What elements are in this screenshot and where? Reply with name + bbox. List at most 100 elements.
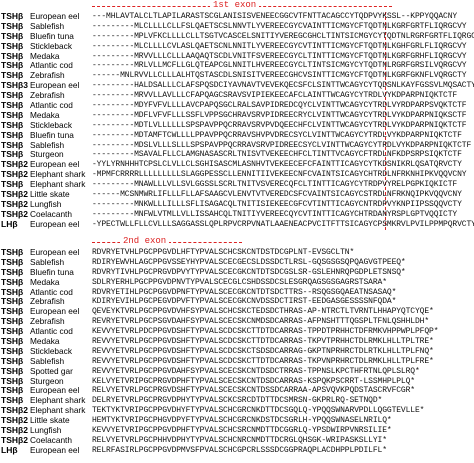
sequence: REVVYETVRLPGCPPGVDSHFTYPVALSCDCSKCTTDTDC… [92, 337, 434, 347]
alignment-row: TSHβ Sablefish REVVYETVRLPGCPPGVDSHFTYPVAL… [0, 355, 474, 367]
alignment-row: TSHβ Sablefish RDIRYEWVHLAGCPPGVSSEYHYPVAL… [0, 257, 474, 268]
gene-label: TSHβ2 [1, 159, 28, 170]
alignment-row: TSHβ Atlantic cod RDVRYETIHLPGCPGGVDPNFTYP… [0, 286, 474, 298]
gene-label: TSHβ2 [1, 425, 28, 436]
alignment-row: TSHβ European eel RDVRYETVHLPGCPPGVDLHFTYP… [0, 247, 474, 258]
gene-label: TSHβ2 [1, 169, 28, 180]
species-label: Elephant shark [30, 169, 86, 180]
gene-label: TSHβ [1, 345, 24, 356]
alignment-row: TSHβ Stickleback ---------MDTLVLLLLLLSPSPA… [0, 120, 474, 131]
sequence: RDIRYEWVHLAGCPPGVSSEYHYPVALSCECGECSLDSSD… [92, 257, 406, 267]
alignment-row: TSHβ Bluefin tuna ---------MPLVFKCLLLLCLLT… [0, 30, 474, 42]
species-label: Atlantic cod [30, 100, 73, 111]
sequence: ---------MNAWLLLVLLSVLGGSSLSCRLTNITVSVER… [92, 180, 458, 190]
gene-label: TSHβ [1, 286, 24, 297]
alignment-row: TSHβ2 Elephant shark -MPMFCRRRRLLLLLLLLLSL… [0, 169, 474, 180]
alignment-row: TSHβ Medaka ---------MDFLVFVFLLLSSFLVPPSGC… [0, 109, 474, 121]
gene-label: TSHβ [1, 326, 24, 337]
gene-label: TSHβ [1, 30, 24, 41]
species-label: Sablefish [30, 355, 65, 366]
species-label: European eel [30, 385, 80, 396]
sequence: ------MCSNMWRLIFLLLFLLAFSAAGCVLENVTVTVER… [92, 190, 462, 200]
exon-label: 1st exon [210, 0, 260, 11]
exon-header: 2nd exon [0, 236, 474, 248]
alignment-row: TSHβ Sturgeon KELVYETVRIPGCPRGVDPHFTYPVALS… [0, 375, 474, 387]
sequence: ---------MDFLVFVFLLLSSFLVPPSGCHRAVSRVPID… [92, 110, 467, 120]
gene-label: TSHβ [1, 90, 24, 101]
gene-label: TSHβ2 [1, 208, 28, 219]
alignment-row: TSHβ Stickleback REVVYETVRLPGCPPGVDSHFTYPV… [0, 345, 474, 357]
alignment-row: TSHβ Sablefish ---------MLCLLLLCLLFSLQAETS… [0, 20, 474, 32]
species-label: European eel [30, 11, 80, 21]
gene-label: TSHβ [1, 109, 24, 120]
gene-label: TSHβ [1, 149, 24, 160]
species-label: Medaka [30, 276, 60, 287]
sequence: RDVRYTIVHLPGCPRGVDPVYTYPVALSCECGKCNTDTSD… [92, 267, 406, 277]
sequence: KEVVYETVRLPDCPPGVDSHFTYPVALSCDCSKCTTDTDC… [92, 327, 439, 337]
species-label: Coelacanth [30, 434, 72, 445]
gene-label: TSHβ [1, 60, 24, 71]
gene-label: TSHβ [1, 336, 24, 347]
gene-label: TSHβ [1, 355, 24, 366]
alignment-row: TSHβ Zebrafish REVRYETVRLPGCPSGVDAHFSYPVAL… [0, 316, 474, 327]
gene-label: TSHβ2 [1, 189, 28, 200]
sequence: DELRYETVRLPGCPRGVDPHYTYPVALSCKCSRCDTDTTD… [92, 396, 383, 406]
sequence: RDVRYETVHLPGCPPGVDLHFTYPVALSCHCSKCNTDSTD… [92, 248, 355, 257]
species-label: Medaka [30, 50, 60, 61]
gene-label: TSHβ [1, 276, 24, 287]
species-label: Stickleback [30, 40, 72, 51]
species-label: European eel [30, 80, 80, 91]
exon-boundary [385, 12, 386, 230]
sequence: ---------MLCLLLLCLLFSLQAETSCSLNNVTLYVERE… [92, 21, 467, 31]
sequence: RDVRYETIHLPGCPGGVDPNFTYPVALSCECGKCNTDTSD… [92, 287, 397, 297]
gene-label: TSHβ [1, 306, 24, 317]
sequence: RELVYETVRLPGCPRGVDSHFTYPVALSCECSKCNTDSSD… [92, 386, 415, 396]
alignment-row: TSHβ Bluefin tuna RDVRYTIVHLPGCPRGVDPVYTYP… [0, 267, 474, 278]
gene-label: TSHβ [1, 375, 24, 386]
species-label: Zebrafish [30, 90, 65, 101]
gene-label: TSHβ [1, 395, 24, 406]
gene-label: TSHβ2 [1, 405, 28, 416]
gene-label: TSHβ [1, 247, 24, 257]
alignment-row: TSHβ Medaka SDLRYERHLPGCPPGVDPNVTYPVALSCEC… [0, 276, 474, 288]
sequence: RELRFASIRLPGCPPGVDPMVSFPVALSCHCGPCRLSSSD… [92, 445, 387, 455]
sequence: ---------MRLVLLMCFLLGLQTEAPCGLNNITLHVERE… [92, 61, 467, 71]
gene-label: LHβ [1, 218, 18, 229]
sequence: ---------MSAVALFLLCLAMGNASASCRLTNISVTVEK… [92, 150, 462, 160]
species-label: Sablefish [30, 20, 65, 31]
gene-label: TSHβ [1, 50, 24, 61]
gene-label: TSHβ [1, 100, 24, 111]
alignment-row: TSHβ2 Little skate ------MCSNMWRLIFLLLFLLA… [0, 189, 474, 200]
sequence: ---------MNFWLVTMLLVLLISSAHCQLTNITIYVERE… [92, 209, 458, 219]
sequence: REVVYETVRLPGCPPGVDSHFTYPVALSCDCSKCTTDTDC… [92, 356, 434, 366]
species-label: Atlantic cod [30, 60, 73, 71]
species-label: European eel [30, 306, 80, 317]
sequence: KEVVYETVRIPGCPPGVDPHFTYPVALSCHCSRCNMDTTD… [92, 426, 392, 436]
sequence: REVRYETVRLPGCPSGVDAHFSYPVALSCECSKCNMDSDC… [92, 317, 430, 327]
alignment-row: TSHβ Zebrafish ------MNLRVVLLCLLLALHTQSTAS… [0, 70, 474, 81]
alignment-row: TSHβ European eel RELVYETVRLPGCPRGVDSHFTYP… [0, 386, 474, 396]
sequence: ---------MRVVLLAVLLLCFAPQAGCSRAVSVIPIEKE… [92, 91, 458, 101]
sequence: REVVYETVRLPGCPPGVDAHFSYPVALSCECSKCNTDSDC… [92, 366, 420, 376]
sequence: ---------MDTLVLLLLLLSPSPAVPPQCRRAVSRVPVD… [92, 120, 467, 130]
gene-label: TSHβ2 [1, 415, 28, 426]
gene-label: TSHβ [1, 179, 24, 190]
sequence: ---------MRVVLLLCLLLAAQAQTSCDLVNITFSVERE… [92, 51, 467, 61]
species-label: Sturgeon [30, 149, 64, 160]
alignment-row: TSHβ Spotted gar REVVYETVRLPGCPPGVDAHFSYPV… [0, 366, 474, 377]
sequence: -MPMFCRRRRLLLLLLLLLSLAGGPESSCLLENNITIIVE… [92, 170, 467, 180]
species-label: European eel [30, 247, 80, 257]
gene-label: TSHβ3 [1, 80, 28, 91]
gene-label: TSHβ [1, 129, 24, 140]
species-label: Atlantic cod [30, 286, 73, 297]
alignment-row: TSHβ Atlantic cod KEVVYETVRLPDCPPGVDSHFTYP… [0, 326, 474, 337]
alignment-row: TSHβ European eel QEVEYKTVRLPGCPPGVDVHFSYP… [0, 306, 474, 317]
sequence: ------MNLRVVLLCLLLALHTQSTASCDLSNISITVERE… [92, 71, 467, 81]
sequence: -YYLYRNHHHTCPSLCLVLLCLSGHISASCMLASNHVTVE… [92, 160, 462, 170]
species-label: Zebrafish [30, 296, 65, 307]
sequence: REVVYETVRLPGCPPGVDSHFTYPVALSCDCSKCTSDSDC… [92, 346, 434, 356]
alignment-row: TSHβ Zebrafish KDIRYEVIHLPGCPEGVDPVFTYPVAL… [0, 297, 474, 307]
sequence: SDLRYERHLPGCPPGVDPNVTYPVALSCECGLCSHDSSDC… [92, 277, 387, 287]
species-label: Little skate [30, 415, 70, 426]
